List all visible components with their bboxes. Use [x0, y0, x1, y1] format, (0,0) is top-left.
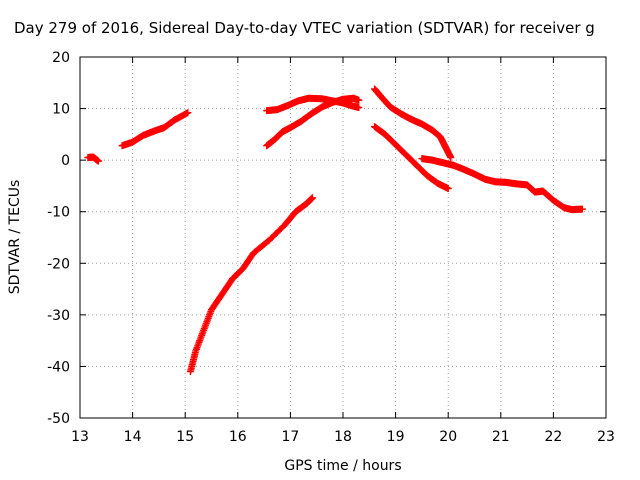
data-series — [84, 153, 102, 165]
x-tick-label: 17 — [281, 429, 299, 445]
x-tick-label: 19 — [387, 429, 405, 445]
chart-title: Day 279 of 2016, Sidereal Day-to-day VTE… — [14, 19, 595, 37]
data-series — [186, 194, 316, 376]
x-tick-label: 22 — [544, 429, 562, 445]
data-series — [263, 94, 363, 150]
x-tick-label: 23 — [597, 429, 615, 445]
data-point — [94, 157, 102, 165]
data-point — [447, 154, 455, 162]
x-tick-label: 20 — [439, 429, 457, 445]
data-series — [118, 109, 192, 150]
x-tick-label: 15 — [176, 429, 194, 445]
y-tick-label: -20 — [47, 256, 70, 272]
y-tick-label: -30 — [47, 308, 70, 324]
y-tick-label: -40 — [47, 359, 70, 375]
data-point — [308, 194, 316, 202]
x-tick-label: 16 — [229, 429, 247, 445]
y-tick-label: -10 — [47, 205, 70, 221]
data-series — [371, 123, 452, 193]
data-point — [444, 185, 452, 193]
x-tick-label: 13 — [71, 429, 89, 445]
x-axis-label: GPS time / hours — [284, 458, 401, 474]
data-point — [355, 104, 363, 112]
y-tick-label: -50 — [47, 411, 70, 427]
data-series — [418, 155, 586, 214]
y-tick-label: 0 — [61, 153, 70, 169]
data-point — [184, 109, 192, 117]
y-tick-label: 20 — [52, 50, 70, 66]
grid — [80, 57, 606, 418]
y-axis-label: SDTVAR / TECUs — [7, 180, 23, 295]
x-tick-label: 14 — [124, 429, 142, 445]
ticks: 13 14 15 16 17 18 19 20 21 22 23 -50 -40 -30 -20 -10 0 10… — [47, 50, 615, 445]
data-point — [578, 205, 586, 213]
data-point — [355, 96, 363, 104]
y-tick-label: 10 — [52, 102, 70, 118]
data-points — [84, 85, 586, 376]
x-tick-label: 18 — [334, 429, 352, 445]
x-tick-label: 21 — [492, 429, 510, 445]
data-series — [371, 85, 455, 162]
